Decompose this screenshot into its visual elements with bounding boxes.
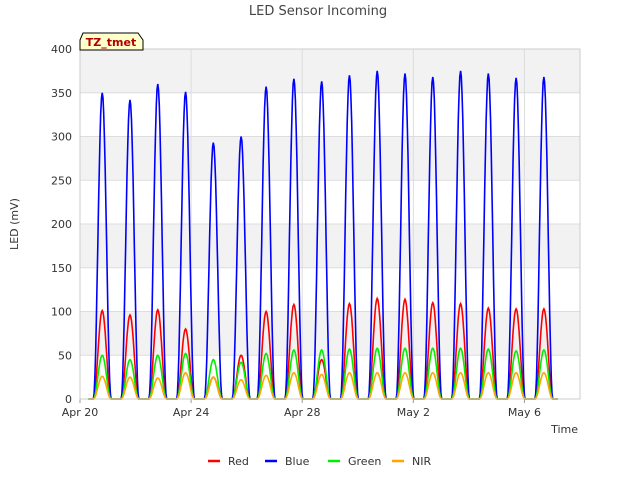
x-tick-label: Apr 28 <box>284 406 321 419</box>
series-line-red <box>88 296 558 400</box>
series-line-nir <box>88 371 558 400</box>
y-tick-label: 250 <box>51 174 72 187</box>
y-tick-label: 300 <box>51 131 72 144</box>
plot-band <box>80 136 580 181</box>
tag-box: TZ_tmet <box>79 32 144 51</box>
y-tick-label: 0 <box>65 393 72 406</box>
x-axis-label: Time <box>550 423 578 436</box>
series-lines <box>79 48 581 400</box>
chart-title: LED Sensor Incoming <box>249 4 387 19</box>
tag-label: TZ_tmet <box>86 36 136 49</box>
y-tick-label: 150 <box>51 262 72 275</box>
series-line-green <box>88 347 558 400</box>
plot-band <box>80 224 580 268</box>
y-axis-ticks: 0 50 100 150 200 250 300 350 400 <box>51 43 72 406</box>
x-tick-label: May 2 <box>397 406 430 419</box>
y-tick-label: 50 <box>58 349 72 362</box>
y-tick-label: 350 <box>51 87 72 100</box>
plot-band <box>80 180 580 224</box>
plot-background <box>80 49 580 399</box>
legend-label-blue: Blue <box>285 455 310 468</box>
legend: Red Blue Green NIR <box>208 455 431 468</box>
plot-band <box>80 92 580 137</box>
y-tick-label: 100 <box>51 306 72 319</box>
x-tick-label: Apr 24 <box>173 406 210 419</box>
legend-label-red: Red <box>228 455 249 468</box>
plot-band <box>80 49 580 93</box>
plot-band <box>80 267 580 312</box>
series-line-blue <box>88 70 558 400</box>
x-tick-label: Apr 20 <box>62 406 99 419</box>
x-axis-ticks: Apr 20 Apr 24 Apr 28 May 2 May 6 <box>62 399 541 419</box>
tag-box-shape <box>79 32 144 51</box>
y-axis-label: LED (mV) <box>8 198 21 250</box>
plot-frame <box>79 48 581 400</box>
x-tick-label: May 6 <box>508 406 541 419</box>
y-tick-label: 400 <box>51 43 72 56</box>
legend-label-green: Green <box>348 455 381 468</box>
y-tick-label: 200 <box>51 218 72 231</box>
legend-label-nir: NIR <box>412 455 431 468</box>
